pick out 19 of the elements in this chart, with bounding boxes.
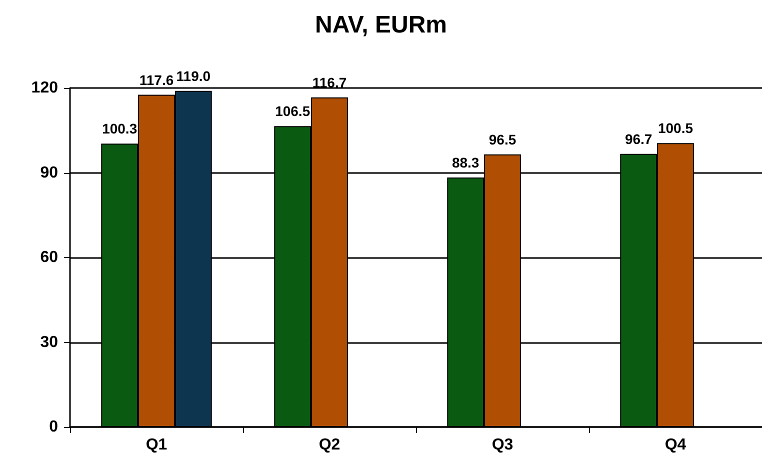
x-tick-label: Q3 [492, 436, 514, 454]
data-label: 119.0 [176, 68, 211, 84]
x-tick-label: Q1 [146, 436, 168, 454]
y-tick-label: 120 [31, 80, 58, 96]
y-tick-label: 30 [40, 334, 58, 351]
data-label: 117.6 [139, 72, 174, 88]
y-tick-label: 0 [49, 418, 58, 436]
y-tick-label: 60 [40, 249, 58, 266]
data-label: 96.7 [624, 130, 652, 147]
x-tick-label: Q4 [664, 436, 686, 454]
x-tick-label: Q2 [318, 436, 340, 454]
chart-title: NAV, EURm [314, 12, 448, 38]
data-label: 116.7 [312, 74, 347, 90]
data-label: 88.3 [452, 154, 480, 171]
data-label: 96.5 [488, 131, 516, 148]
data-label: 106.5 [275, 103, 310, 120]
y-tick-label: 90 [40, 164, 58, 182]
data-label: 100.5 [658, 120, 694, 136]
data-label: 100.3 [102, 120, 138, 137]
